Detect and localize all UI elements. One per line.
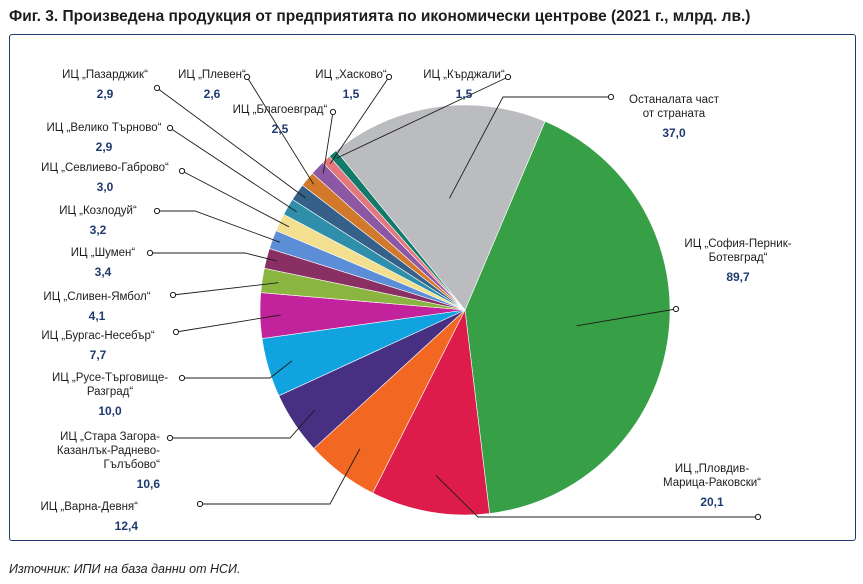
leader-line <box>322 111 334 174</box>
slice-label: Разград“ <box>87 386 134 398</box>
pie-slice <box>372 308 490 516</box>
leader-dot <box>672 305 680 313</box>
slice-value: 20,1 <box>700 495 724 509</box>
slice-label: ИЦ „София-Перник- <box>684 238 791 250</box>
slice-value: 2,5 <box>272 122 289 136</box>
leader-dot <box>146 249 154 257</box>
leader-line <box>170 409 316 439</box>
slice-label: Гълъбово“ <box>103 459 160 471</box>
leader-line <box>156 87 306 199</box>
leader-line <box>175 314 281 333</box>
slice-label: ИЦ „Пазарджик“ <box>62 69 148 81</box>
slice-label: ИЦ „Севлиево-Габрово“ <box>41 162 169 174</box>
leader-line <box>449 96 611 199</box>
slice-value: 89,7 <box>726 270 750 284</box>
slice-value: 2,9 <box>96 140 113 154</box>
leader-line <box>172 282 279 296</box>
slice-value: 2,6 <box>204 87 221 101</box>
leader-dot <box>385 73 393 81</box>
leader-line <box>329 76 390 165</box>
leader-line <box>576 308 677 327</box>
slice-label: Ботевград“ <box>709 252 768 264</box>
slice-label: ИЦ „Варна-Девня“ <box>40 501 138 513</box>
slice-label: ИЦ „Пловдив- <box>675 463 750 475</box>
leader-line <box>150 252 277 262</box>
leader-dot <box>196 500 204 508</box>
leader-lines <box>146 73 762 521</box>
leader-line <box>246 76 314 185</box>
leader-line <box>169 127 297 213</box>
slice-label: от страната <box>643 108 706 120</box>
slice-label: ИЦ „Кърджали“ <box>423 69 505 81</box>
slice-value: 1,5 <box>456 87 473 101</box>
leader-line <box>435 475 758 518</box>
slice-value: 3,0 <box>97 180 114 194</box>
source-note: Източник: ИПИ на база данни от НСИ. <box>9 562 241 576</box>
slice-value: 7,7 <box>90 348 107 362</box>
leader-line <box>182 360 293 379</box>
slice-value: 12,4 <box>115 519 139 533</box>
slice-label: ИЦ „Велико Търново“ <box>47 122 162 134</box>
slice-label: Казанлък-Раднево- <box>57 445 160 457</box>
leader-line <box>200 448 361 505</box>
leader-line <box>181 170 290 228</box>
slice-value: 10,0 <box>98 404 122 418</box>
slice-label: ИЦ „Шумен“ <box>71 247 136 259</box>
leader-dot <box>607 93 615 101</box>
slice-value: 2,9 <box>97 87 114 101</box>
pie-slice <box>335 104 546 311</box>
slice-label: ИЦ „Бургас-Несебър“ <box>41 330 155 342</box>
slice-labels: ИЦ „София-Перник- Ботевград“ 89,7 ИЦ „Пловд… <box>40 69 791 533</box>
slice-value: 10,6 <box>137 477 161 491</box>
slice-label: ИЦ „Козлодуй“ <box>59 205 137 217</box>
slice-label: ИЦ „Плевен“ <box>178 69 246 81</box>
slice-value: 3,4 <box>95 265 112 279</box>
leader-dot <box>169 291 177 299</box>
leader-dot <box>243 73 251 81</box>
slice-value: 4,1 <box>89 309 106 323</box>
slice-value: 37,0 <box>662 126 686 140</box>
leader-dot <box>178 167 186 175</box>
leader-dot <box>504 73 512 81</box>
chart-frame <box>9 34 856 541</box>
leader-dot <box>329 108 337 116</box>
slice-value: 3,2 <box>90 223 107 237</box>
slice-label: Марица-Раковски“ <box>663 477 761 489</box>
slice-label: ИЦ „Сливен-Ямбол“ <box>43 291 150 303</box>
slice-label: ИЦ „Стара Загора- <box>60 431 160 443</box>
pie-slice <box>464 120 671 514</box>
leader-dot <box>166 434 174 442</box>
leader-dot <box>754 513 762 521</box>
chart-title: Фиг. 3. Произведена продукция от предпри… <box>9 8 751 25</box>
slice-value: 1,5 <box>343 87 360 101</box>
slice-label: ИЦ „Русе-Търговище- <box>52 372 168 384</box>
slice-label: ИЦ „Хасково“ <box>315 69 387 81</box>
pie-slices <box>259 104 671 516</box>
leader-dot <box>153 84 161 92</box>
leader-dot <box>153 207 161 215</box>
leader-line <box>336 76 509 159</box>
leader-line <box>157 210 281 243</box>
leader-dot <box>166 124 174 132</box>
leader-dot <box>178 374 186 382</box>
leader-dot <box>172 328 180 336</box>
slice-label: ИЦ „Благоевград“ <box>233 104 328 116</box>
slice-label: Останалата част <box>629 94 720 106</box>
